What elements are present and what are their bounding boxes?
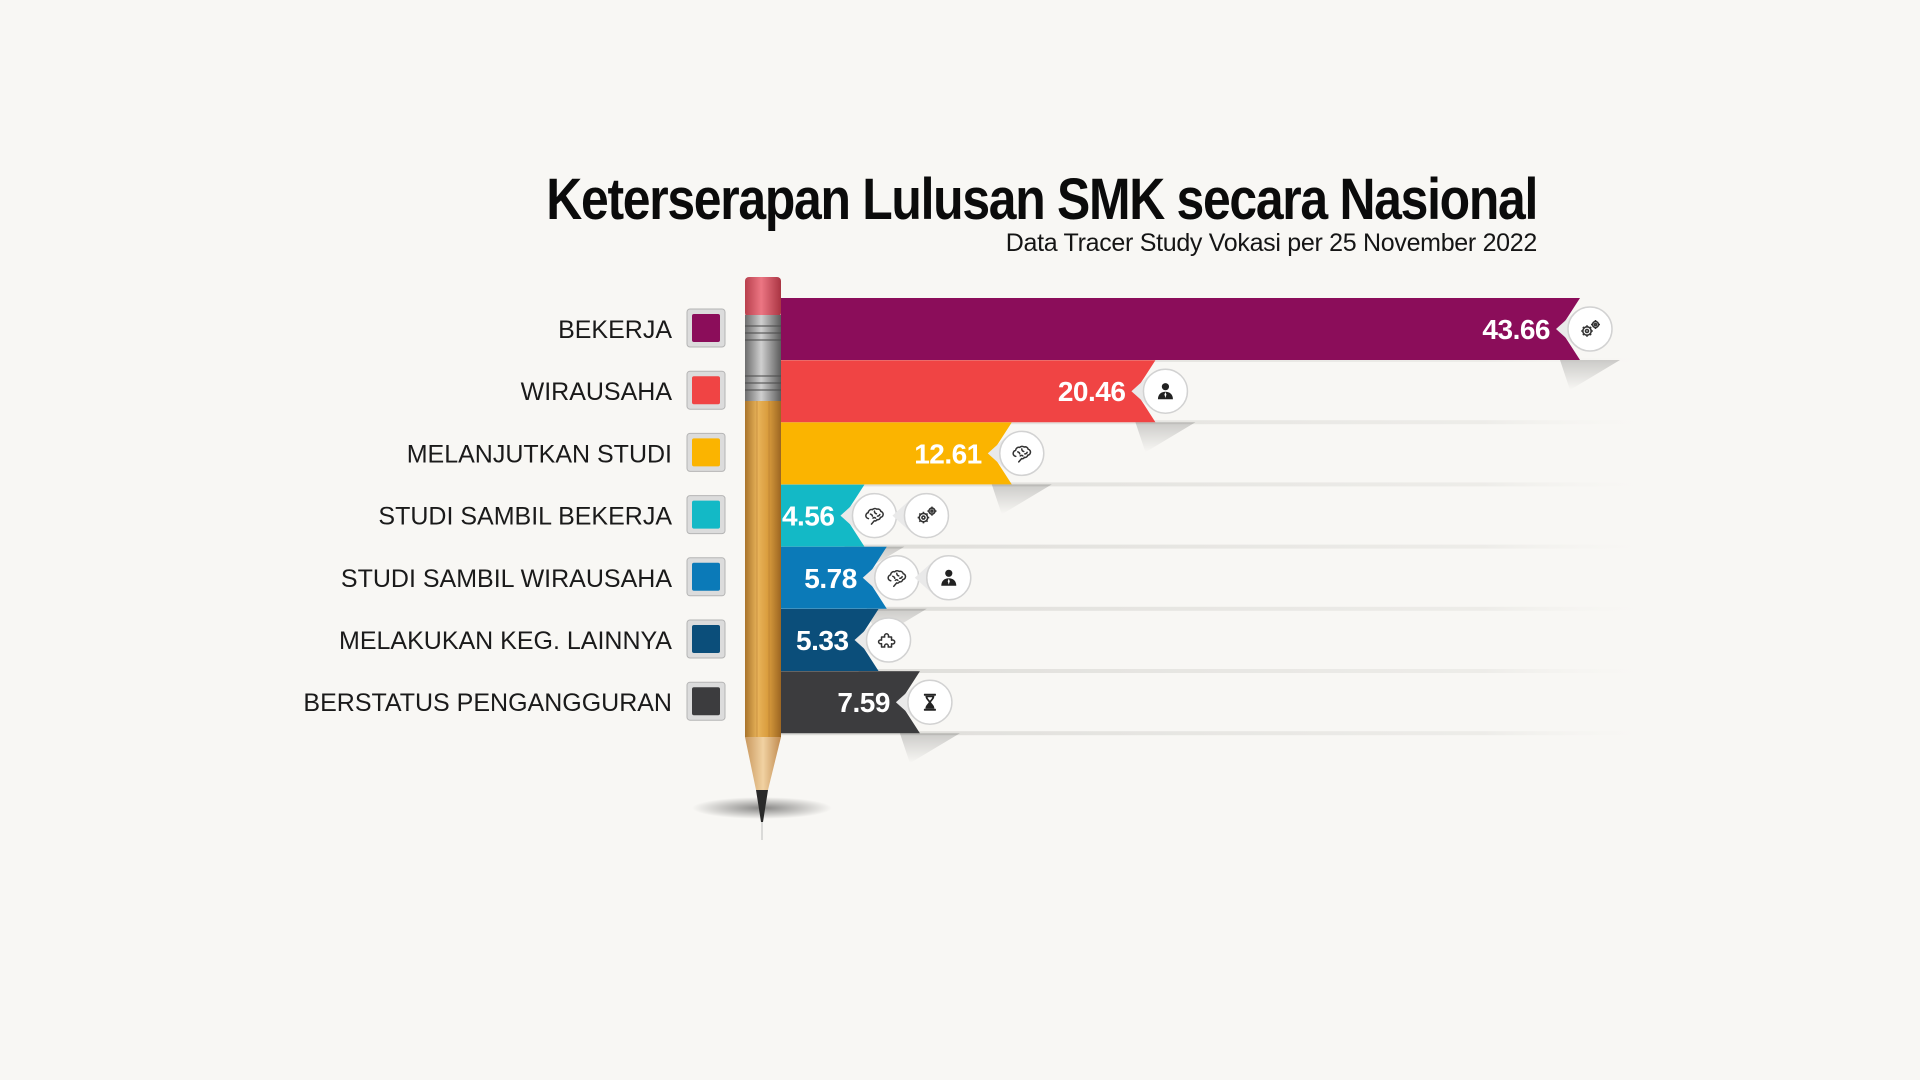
bar-studi-sambil-bekerja — [781, 484, 865, 547]
category-label-bekerja: BEKERJA — [558, 316, 672, 344]
value-label-studi-sambil-bekerja: 4.56 — [782, 501, 835, 532]
legend-swatch-studi-sambil-wirausaha — [686, 557, 726, 597]
value-label-studi-sambil-wirausaha: 5.78 — [804, 563, 857, 594]
legend-swatch-melanjutkan-studi — [686, 432, 726, 472]
brain-icon — [987, 430, 1045, 477]
bar-melanjutkan-studi — [781, 422, 1012, 485]
category-label-studi-sambil-bekerja: STUDI SAMBIL BEKERJA — [378, 503, 672, 531]
bar-melakukan-keg-lainnya — [781, 609, 879, 671]
bar-bekerja — [781, 298, 1580, 360]
brain-icon — [840, 492, 898, 539]
gears-icon — [892, 492, 950, 539]
chart-title: Keterserapan Lulusan SMK secara Nasional — [546, 167, 1538, 232]
category-label-melakukan-keg-lainnya: MELAKUKAN KEG. LAINNYA — [339, 627, 672, 655]
track-melanjutkan-studi — [781, 482, 1661, 487]
hourglass-icon — [895, 679, 953, 725]
category-label-wirausaha: WIRAUSAHA — [521, 378, 673, 406]
value-label-berstatus-pengangguran: 7.59 — [837, 687, 890, 718]
bar-shadow-melanjutkan-studi — [991, 484, 1052, 515]
value-label-bekerja: 43.66 — [1482, 314, 1550, 345]
puzzle-icon — [854, 617, 912, 663]
track-studi-sambil-bekerja — [781, 544, 1661, 549]
track-studi-sambil-wirausaha — [781, 606, 1661, 611]
bar-studi-sambil-wirausaha — [781, 546, 887, 609]
category-label-studi-sambil-wirausaha: STUDI SAMBIL WIRAUSAHA — [341, 565, 672, 593]
legend-swatch-berstatus-pengangguran — [686, 681, 726, 721]
bar-shadow-berstatus-pengangguran — [899, 733, 960, 764]
category-label-berstatus-pengangguran: BERSTATUS PENGANGGURAN — [303, 689, 672, 717]
bar-wirausaha — [781, 360, 1156, 423]
legend: BEKERJA WIRAUSAHA MELANJUTKAN STUDI STUDI S… — [303, 308, 726, 721]
person-icon — [914, 555, 972, 601]
gears-icon — [1556, 306, 1613, 352]
bar-berstatus-pengangguran — [781, 671, 920, 734]
legend-swatch-melakukan-keg-lainnya — [686, 619, 726, 659]
bars-group: 43.66 20.46 12.61 4.56 5.78 5.33 7.59 — [781, 298, 1620, 764]
value-label-wirausaha: 20.46 — [1058, 376, 1126, 407]
track-melakukan-keg-lainnya — [781, 669, 1661, 673]
chart-subtitle: Data Tracer Study Vokasi per 25 November… — [1005, 229, 1538, 257]
person-icon — [1131, 368, 1189, 414]
category-label-melanjutkan-studi: MELANJUTKAN STUDI — [407, 440, 672, 468]
bar-shadow-bekerja — [1560, 360, 1620, 390]
legend-swatch-studi-sambil-bekerja — [686, 495, 726, 535]
bar-shadow-wirausaha — [1135, 422, 1196, 453]
track-wirausaha — [781, 420, 1661, 425]
legend-swatch-wirausaha — [686, 370, 726, 410]
legend-swatch-bekerja — [686, 308, 726, 348]
track-berstatus-pengangguran — [781, 731, 1661, 736]
value-label-melanjutkan-studi: 12.61 — [914, 438, 982, 469]
value-label-melakukan-keg-lainnya: 5.33 — [796, 625, 849, 656]
brain-icon — [862, 555, 920, 601]
pencil-illustration — [692, 277, 832, 840]
